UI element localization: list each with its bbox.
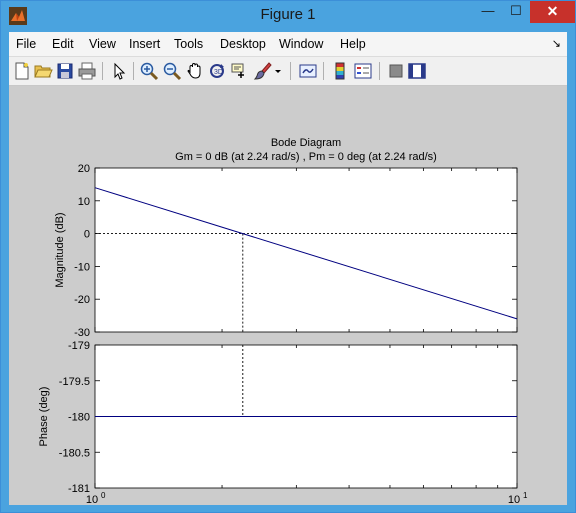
chart-title: Bode Diagram: [271, 137, 341, 149]
minimize-button[interactable]: —: [481, 3, 495, 18]
magnitude-line: [94, 187, 518, 320]
phase-y-tick-label: -179: [68, 340, 90, 352]
x-tick-label-exponent: 1: [523, 491, 528, 500]
figure-client-area: File Edit View Insert Tools Desktop Wind…: [9, 32, 567, 513]
new-figure-icon[interactable]: [12, 61, 32, 81]
rotate-3d-icon[interactable]: 3D: [207, 61, 227, 81]
x-tick-label-exponent: 0: [101, 491, 106, 500]
open-file-icon[interactable]: [33, 61, 53, 81]
magnitude-y-tick-label: 10: [78, 196, 90, 208]
magnitude-y-tick-label: 20: [78, 163, 90, 175]
phase-y-tick-label: -179.5: [59, 376, 90, 388]
x-tick-label: 10: [86, 494, 98, 505]
magnitude-y-tick-label: 0: [84, 229, 90, 241]
window-title: Figure 1: [260, 6, 316, 23]
phase-y-tick-label: -180.5: [59, 447, 90, 459]
pan-hand-icon[interactable]: [185, 61, 205, 81]
show-plot-tools-icon[interactable]: [407, 61, 427, 81]
matlab-logo-icon: [9, 7, 27, 25]
bode-plot[interactable]: Bode Diagram Gm = 0 dB (at 2.24 rad/s) , …: [9, 86, 567, 513]
menu-tools[interactable]: Tools: [174, 37, 204, 51]
magnitude-y-tick-label: -30: [74, 327, 90, 339]
zoom-out-icon[interactable]: [162, 61, 182, 81]
save-icon[interactable]: [55, 61, 75, 81]
print-icon[interactable]: [77, 61, 97, 81]
menu-desktop[interactable]: Desktop: [220, 37, 266, 51]
brush-icon[interactable]: [253, 61, 273, 81]
data-cursor-icon[interactable]: [229, 61, 249, 81]
chart-subtitle: Gm = 0 dB (at 2.24 rad/s) , Pm = 0 deg (…: [175, 151, 437, 163]
hide-plot-tools-icon[interactable]: [386, 61, 406, 81]
magnitude-y-tick-label: -20: [74, 294, 90, 306]
close-button[interactable]: ✕: [530, 1, 575, 23]
menu-view[interactable]: View: [89, 37, 116, 51]
phase-y-tick-label: -180: [68, 412, 90, 424]
title-bar[interactable]: Figure 1 — ☐ ✕: [1, 1, 575, 31]
phase-y-tick-label: -181: [68, 483, 90, 495]
legend-icon[interactable]: [353, 61, 373, 81]
edit-plot-arrow-icon[interactable]: [109, 61, 129, 81]
phase-ylabel: Phase (deg): [38, 387, 50, 447]
colorbar-icon[interactable]: [330, 61, 350, 81]
menu-edit[interactable]: Edit: [52, 37, 74, 51]
menu-bar: File Edit View Insert Tools Desktop Wind…: [9, 32, 567, 56]
maximize-button[interactable]: ☐: [510, 3, 522, 18]
magnitude-axes: [94, 167, 518, 333]
menu-insert[interactable]: Insert: [129, 37, 161, 51]
zoom-in-icon[interactable]: [139, 61, 159, 81]
dock-arrow-icon[interactable]: ↘: [551, 38, 561, 50]
figure-toolbar: 3D: [9, 56, 567, 86]
link-plot-icon[interactable]: [298, 61, 318, 81]
figure-canvas: Bode Diagram Gm = 0 dB (at 2.24 rad/s) , …: [9, 86, 567, 513]
menu-window[interactable]: Window: [279, 37, 324, 51]
menu-help[interactable]: Help: [340, 37, 366, 51]
svg-text:3D: 3D: [214, 69, 223, 76]
menu-file[interactable]: File: [16, 37, 37, 51]
brush-dropdown-arrow-icon[interactable]: [273, 61, 283, 81]
magnitude-y-tick-label: -10: [74, 261, 90, 273]
magnitude-ylabel: Magnitude (dB): [54, 212, 66, 287]
x-tick-label: 10: [508, 494, 520, 505]
